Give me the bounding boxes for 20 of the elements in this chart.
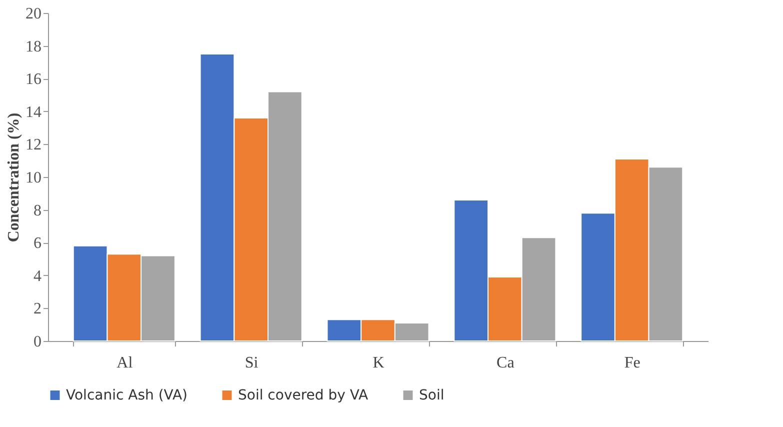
- y-axis-title: Concentration (%): [6, 112, 22, 242]
- y-tick-label: 12: [26, 136, 42, 154]
- y-tick-label: 16: [26, 71, 42, 88]
- legend-label: Soil: [419, 387, 444, 404]
- legend-label: Volcanic Ash (VA): [66, 387, 188, 404]
- y-tick-label: 4: [34, 268, 42, 285]
- y-tick-label: 8: [34, 202, 42, 220]
- x-tick-label: Fe: [624, 354, 640, 372]
- y-tick-label: 6: [34, 235, 42, 252]
- y-tick-label: 10: [26, 170, 42, 186]
- legend-label: Soil covered by VA: [238, 387, 369, 404]
- y-tick-label: 2: [34, 300, 42, 318]
- y-tick-label: 18: [26, 38, 42, 56]
- y-tick-label: 20: [26, 6, 42, 22]
- x-tick-label: Si: [244, 354, 259, 372]
- y-tick-label: 14: [26, 104, 42, 121]
- x-tick-label: Al: [116, 354, 134, 372]
- y-tick-label: 0: [34, 334, 42, 350]
- x-tick-label: Ca: [496, 354, 514, 372]
- x-tick-label: K: [372, 354, 385, 372]
